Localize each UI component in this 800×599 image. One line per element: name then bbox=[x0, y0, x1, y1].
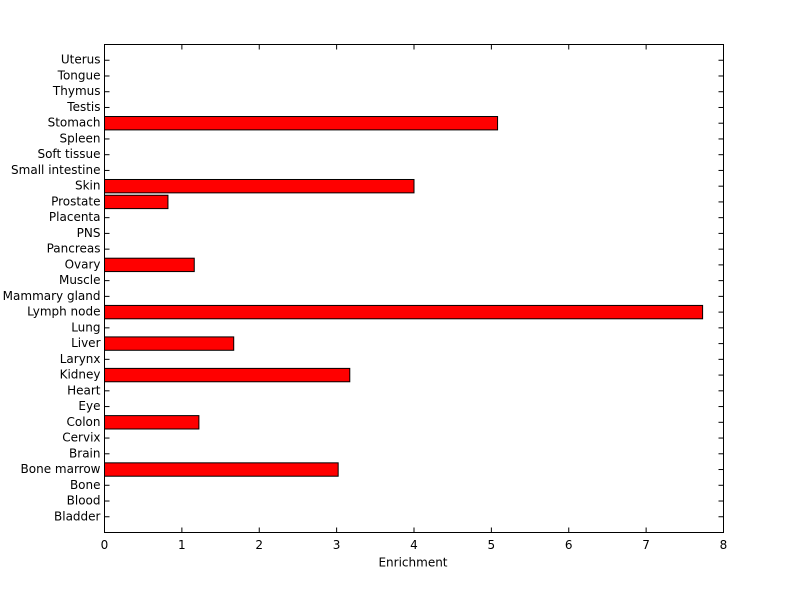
y-tick-label: Bladder bbox=[54, 509, 101, 523]
bar bbox=[104, 178, 415, 194]
y-tick-label: Liver bbox=[71, 336, 101, 350]
x-axis-label: Enrichment bbox=[378, 556, 447, 570]
y-tick-label: PNS bbox=[77, 226, 101, 240]
y-tick-label: Cervix bbox=[62, 431, 100, 445]
x-tick-label: 7 bbox=[642, 538, 650, 552]
y-tick-label: Tongue bbox=[57, 68, 101, 82]
y-tick-label: Blood bbox=[67, 494, 101, 508]
y-tick-label: Pancreas bbox=[47, 242, 101, 256]
x-tick-label: 1 bbox=[178, 538, 186, 552]
bar bbox=[104, 194, 169, 210]
x-tick-label: 6 bbox=[565, 538, 573, 552]
y-tick-label: Eye bbox=[78, 399, 100, 413]
y-tick-label: Lung bbox=[71, 320, 100, 334]
bar bbox=[104, 367, 351, 383]
y-tick-label: Ovary bbox=[65, 257, 101, 271]
x-tick-label: 5 bbox=[488, 538, 496, 552]
y-tick-label: Soft tissue bbox=[37, 147, 100, 161]
x-tick-label: 2 bbox=[255, 538, 263, 552]
y-tick-label: Larynx bbox=[60, 352, 101, 366]
y-tick-label: Spleen bbox=[60, 131, 101, 145]
bar bbox=[104, 336, 235, 351]
y-tick-label: Bone bbox=[70, 478, 101, 492]
y-tick-label: Bone marrow bbox=[21, 462, 101, 476]
y-tick-label: Mammary gland bbox=[3, 289, 101, 303]
x-tick-label: 4 bbox=[410, 538, 418, 552]
bar bbox=[104, 415, 200, 430]
y-tick-label: Heart bbox=[67, 383, 101, 397]
y-tick-label: Lymph node bbox=[27, 305, 100, 319]
y-tick-label: Skin bbox=[75, 179, 101, 193]
y-tick-label: Kidney bbox=[60, 368, 101, 382]
y-tick-label: Testis bbox=[66, 100, 100, 114]
y-tick-label: Small intestine bbox=[11, 163, 100, 177]
y-tick-label: Prostate bbox=[51, 194, 100, 208]
y-tick-label: Stomach bbox=[48, 116, 101, 130]
x-tick-label: 0 bbox=[101, 538, 109, 552]
y-tick-label: Uterus bbox=[61, 53, 101, 67]
y-tick-label: Brain bbox=[69, 446, 100, 460]
x-tick-label: 3 bbox=[333, 538, 341, 552]
bar bbox=[104, 304, 704, 320]
bar bbox=[104, 257, 195, 273]
y-tick-label: Placenta bbox=[49, 210, 101, 224]
bar bbox=[104, 116, 499, 131]
y-tick-label: Thymus bbox=[52, 84, 101, 98]
y-tick-label: Colon bbox=[66, 415, 100, 429]
bar bbox=[104, 462, 339, 477]
y-tick-label: Muscle bbox=[59, 273, 101, 287]
x-tick-label: 8 bbox=[720, 538, 728, 552]
